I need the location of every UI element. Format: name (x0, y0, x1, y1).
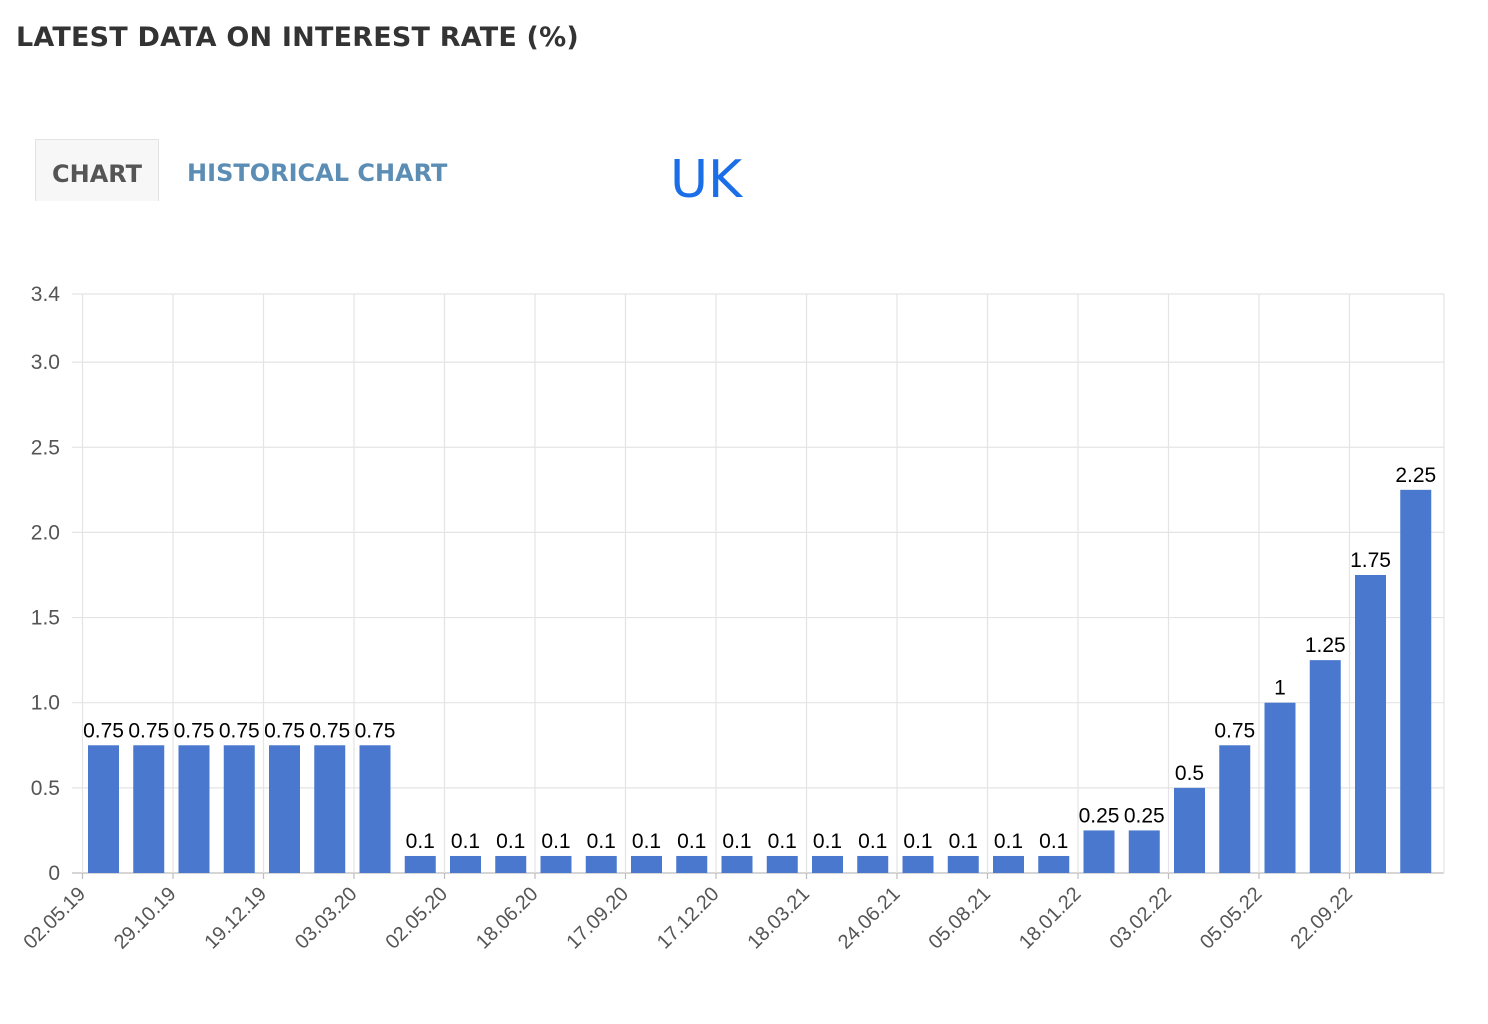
bar[interactable] (1219, 745, 1251, 873)
bar-value-label: 0.1 (451, 830, 480, 853)
bar[interactable] (585, 855, 617, 873)
bar-value-label: 0.1 (677, 830, 706, 853)
bar[interactable] (495, 855, 527, 873)
bar[interactable] (178, 745, 210, 873)
bar[interactable] (812, 855, 843, 873)
bar[interactable] (314, 745, 346, 873)
y-tick-label: 3.0 (31, 351, 60, 374)
bar-value-label: 0.1 (949, 830, 978, 853)
y-tick-label: 0 (48, 862, 60, 885)
x-tick-label: 05.05.22 (1196, 883, 1267, 954)
bar-value-label: 0.1 (406, 830, 435, 853)
tab-chart[interactable]: CHART (35, 139, 160, 201)
y-tick-label: 1.5 (31, 607, 60, 630)
bar-value-label: 0.1 (1039, 830, 1068, 853)
bar[interactable] (404, 855, 436, 873)
bar-value-label: 0.25 (1124, 804, 1165, 827)
bar-value-label: 1.25 (1305, 634, 1346, 657)
bar-value-label: 0.75 (219, 719, 260, 742)
x-tick-label: 17.12.20 (653, 883, 724, 954)
bar[interactable] (857, 855, 889, 873)
bar-value-label: 0.75 (355, 719, 396, 742)
region-label: UK (670, 150, 743, 210)
bar[interactable] (359, 745, 391, 873)
bar-value-label: 1.75 (1350, 549, 1391, 572)
bar[interactable] (1400, 489, 1432, 873)
bar-value-label: 0.1 (903, 830, 932, 853)
y-tick-label: 0.5 (31, 777, 60, 800)
y-tick-label: 1.0 (31, 692, 60, 715)
bar-value-label: 2.25 (1395, 464, 1436, 487)
bar-value-label: 0.5 (1175, 762, 1204, 785)
bar[interactable] (88, 745, 119, 873)
bar[interactable] (902, 855, 934, 873)
bar[interactable] (993, 855, 1024, 873)
bar-value-label: 0.75 (309, 719, 350, 742)
bar-value-label: 0.1 (722, 830, 751, 853)
x-tick-label: 19.12.19 (200, 883, 271, 954)
bar[interactable] (540, 855, 572, 873)
page-title: LATEST DATA ON INTEREST RATE (%) (16, 22, 579, 53)
y-axis-ticks: 0 0.5 1.0 1.5 2.0 2.5 3.0 3.4 (31, 283, 61, 885)
x-tick-label: 18.01.22 (1015, 883, 1086, 954)
grid (72, 293, 1445, 879)
bar[interactable] (223, 745, 255, 873)
y-tick-label: 3.4 (31, 283, 61, 306)
x-tick-label: 03.03.20 (291, 883, 362, 954)
bar-value-label: 0.75 (174, 719, 215, 742)
x-tick-label: 29.10.19 (110, 883, 181, 954)
tab-historical-chart[interactable]: HISTORICAL CHART (187, 159, 448, 187)
x-tick-label: 02.05.20 (381, 883, 452, 954)
bar[interactable] (1038, 855, 1070, 873)
bar[interactable] (721, 855, 753, 873)
x-tick-label: 18.06.20 (472, 883, 543, 954)
bar[interactable] (450, 855, 481, 873)
bar-value-label: 0.75 (83, 719, 124, 742)
bar-value-label: 0.1 (496, 830, 525, 853)
x-tick-label: 24.06.21 (834, 883, 905, 954)
bar[interactable] (1355, 574, 1386, 873)
bar-value-label: 0.25 (1079, 804, 1120, 827)
bar[interactable] (269, 745, 300, 873)
x-tick-label: 18.03.21 (743, 883, 814, 954)
bar-value-label: 0.1 (813, 830, 842, 853)
bars (88, 489, 1432, 873)
y-tick-label: 2.0 (31, 521, 60, 544)
bar[interactable] (631, 855, 662, 873)
bar[interactable] (1128, 830, 1160, 873)
bar[interactable] (1309, 660, 1341, 873)
chart-tabs: CHART HISTORICAL CHART (35, 139, 463, 201)
bar[interactable] (766, 855, 798, 873)
bar-value-label: 0.1 (768, 830, 797, 853)
bar-value-label: 0.1 (541, 830, 570, 853)
bar-value-label: 0.75 (264, 719, 305, 742)
bar-value-label: 0.75 (1214, 719, 1255, 742)
bar-value-label: 0.1 (587, 830, 616, 853)
y-tick-label: 2.5 (31, 436, 60, 459)
bar-value-label: 0.1 (858, 830, 887, 853)
bar[interactable] (1174, 787, 1205, 873)
bar-labels: 0.75 0.75 0.75 0.75 0.75 0.75 0.750.1 0.1 0.1 0.1… (83, 464, 1436, 853)
x-tick-label: 05.08.21 (924, 883, 995, 954)
bar-value-label: 0.75 (128, 719, 169, 742)
bar-value-label: 0.1 (994, 830, 1023, 853)
bar-value-label: 1 (1274, 677, 1286, 700)
bar[interactable] (1264, 702, 1296, 873)
bar[interactable] (947, 855, 979, 873)
x-tick-label: 22.09.22 (1286, 883, 1357, 954)
bar[interactable] (1083, 830, 1115, 873)
x-tick-label: 17.09.20 (562, 883, 633, 954)
x-tick-label: 03.02.22 (1105, 883, 1176, 954)
bar[interactable] (676, 855, 708, 873)
x-axis-ticks: 02.05.19 29.10.19 19.12.19 03.03.20 02.05.20… (19, 883, 1357, 954)
bar[interactable] (133, 745, 165, 873)
bar-value-label: 0.1 (632, 830, 661, 853)
x-tick-label: 02.05.19 (19, 883, 90, 954)
